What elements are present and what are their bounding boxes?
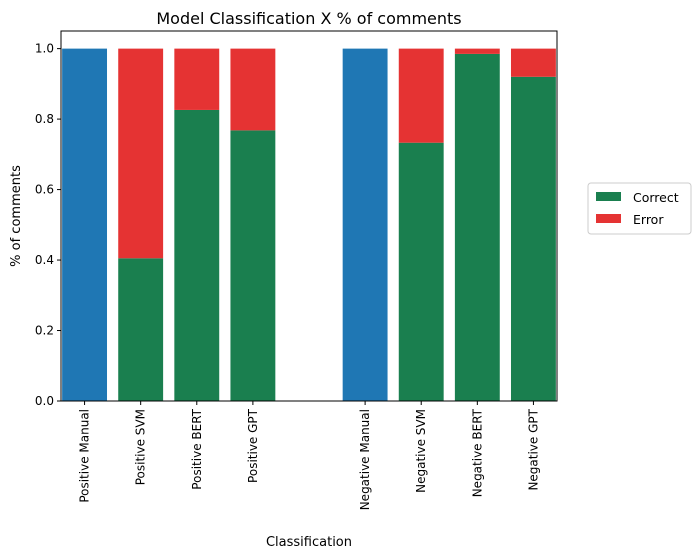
- chart-title: Model Classification X % of comments: [156, 9, 461, 28]
- x-axis-label: Classification: [266, 535, 352, 550]
- y-tick-label: 0.4: [35, 253, 54, 267]
- x-tick-label: Negative SVM: [414, 409, 428, 493]
- x-tick-label: Positive BERT: [190, 408, 204, 489]
- x-tick-label: Negative BERT: [470, 408, 484, 497]
- bar-negative-svm-error: [398, 48, 444, 143]
- bar-positive-gpt-correct: [230, 130, 276, 401]
- y-tick-label: 0.0: [35, 394, 54, 408]
- x-tick-label: Positive Manual: [78, 409, 92, 503]
- bar-negative-gpt-correct: [510, 76, 556, 402]
- bar-negative-manual: [342, 48, 388, 401]
- y-axis-label: % of comments: [9, 165, 24, 267]
- legend-label-error: Error: [633, 212, 664, 227]
- y-tick-label: 0.2: [35, 324, 54, 338]
- bar-positive-bert-error: [174, 48, 220, 110]
- bar-negative-bert-error: [454, 48, 500, 54]
- bar-negative-gpt-error: [510, 48, 556, 77]
- x-tick-label: Positive SVM: [134, 409, 148, 485]
- bar-positive-gpt-error: [230, 48, 276, 131]
- legend: Correct Error: [587, 182, 692, 235]
- bar-positive-svm-correct: [118, 258, 164, 401]
- x-tick-label: Positive GPT: [246, 408, 260, 483]
- plot-frame: [60, 30, 558, 402]
- bar-negative-svm-correct: [398, 142, 444, 401]
- bar-negative-bert-correct: [454, 53, 500, 402]
- y-tick-label: 0.8: [35, 112, 54, 126]
- bar-positive-manual: [62, 48, 108, 401]
- bars-layer: [62, 48, 556, 402]
- legend-label-correct: Correct: [633, 190, 679, 205]
- y-tick-label: 1.0: [35, 42, 54, 56]
- legend-swatch-error: [596, 214, 621, 223]
- x-axis: Positive Manual Positive SVM Positive BERT…: [78, 401, 540, 510]
- legend-swatch-correct: [596, 192, 621, 201]
- y-tick-label: 0.6: [35, 183, 54, 197]
- y-axis: 0.0 0.2 0.4 0.6 0.8 1.0: [35, 42, 61, 408]
- bar-positive-svm-error: [118, 48, 164, 259]
- x-tick-label: Negative GPT: [526, 408, 540, 490]
- bar-positive-bert-correct: [174, 109, 220, 401]
- x-tick-label: Negative Manual: [358, 409, 372, 510]
